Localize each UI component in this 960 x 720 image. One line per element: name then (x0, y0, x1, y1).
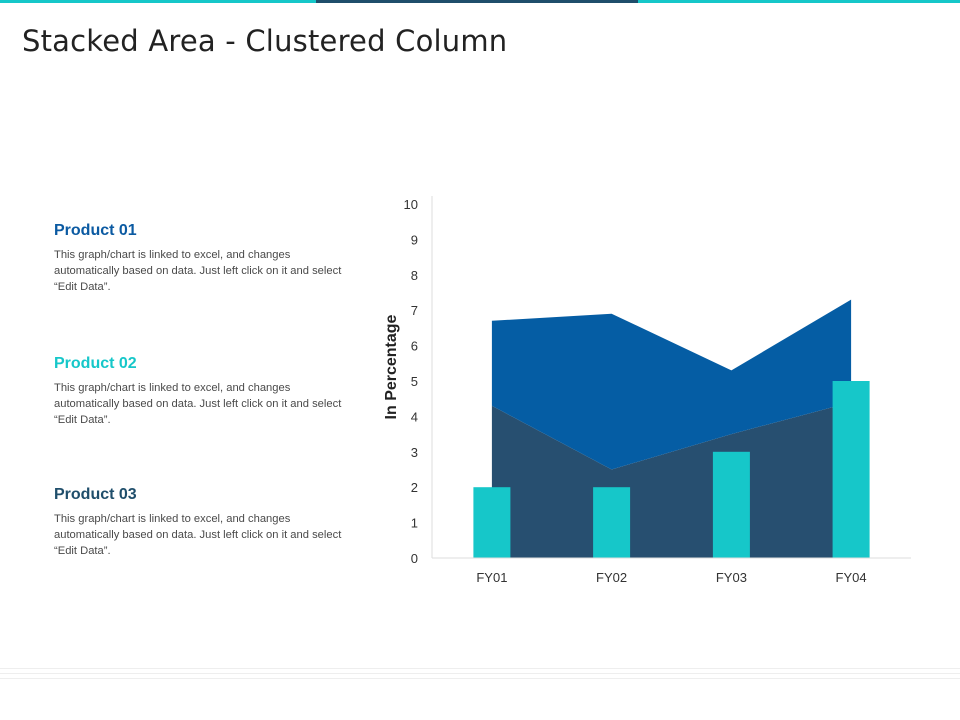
y-tick-label: 6 (411, 339, 418, 354)
footer-divider (0, 668, 960, 688)
x-tick-label: FY03 (716, 570, 747, 585)
top-accent-segment (316, 0, 638, 3)
product-title: Product 01 (54, 222, 137, 239)
product-description: This graph/chart is linked to excel, and… (54, 249, 342, 293)
top-accent-segment (638, 0, 960, 3)
x-tick-label: FY01 (476, 570, 507, 585)
area-series-2 (491, 299, 852, 470)
product-block: Product 03 This graph/chart is linked to… (54, 486, 354, 559)
column-bar (712, 451, 750, 558)
product-block: Product 01 This graph/chart is linked to… (54, 222, 354, 295)
y-tick-label: 2 (411, 480, 418, 495)
product-title: Product 02 (54, 355, 137, 372)
stacked-area-column-chart: 0 1 2 3 4 5 6 7 8 9 10 FY01 FY02 FY03 FY04 In Percentag… (370, 190, 930, 600)
product-title: Product 03 (54, 486, 137, 503)
y-tick-label: 10 (404, 197, 418, 212)
page-title: Stacked Area - Clustered Column (22, 24, 508, 58)
y-axis-title: In Percentage (383, 314, 400, 419)
column-bar (832, 381, 870, 558)
column-bar (593, 487, 631, 558)
y-tick-label: 3 (411, 445, 418, 460)
y-tick-label: 5 (411, 374, 418, 389)
product-description: This graph/chart is linked to excel, and… (54, 382, 342, 426)
y-tick-label: 7 (411, 303, 418, 318)
y-tick-label: 9 (411, 232, 418, 247)
product-block: Product 02 This graph/chart is linked to… (54, 355, 354, 428)
y-tick-label: 0 (411, 551, 418, 566)
y-tick-label: 1 (411, 516, 418, 531)
x-tick-label: FY02 (596, 570, 627, 585)
chart-canvas: 0 1 2 3 4 5 6 7 8 9 10 FY01 FY02 FY03 FY04 In Percentag… (383, 196, 911, 585)
y-tick-label: 4 (411, 409, 418, 424)
product-description: This graph/chart is linked to excel, and… (54, 513, 342, 557)
top-accent-bar (0, 0, 960, 4)
x-tick-label: FY04 (836, 570, 867, 585)
column-bar (473, 487, 511, 558)
top-accent-segment (0, 0, 316, 3)
y-tick-label: 8 (411, 268, 418, 283)
area-series-1 (491, 402, 852, 558)
